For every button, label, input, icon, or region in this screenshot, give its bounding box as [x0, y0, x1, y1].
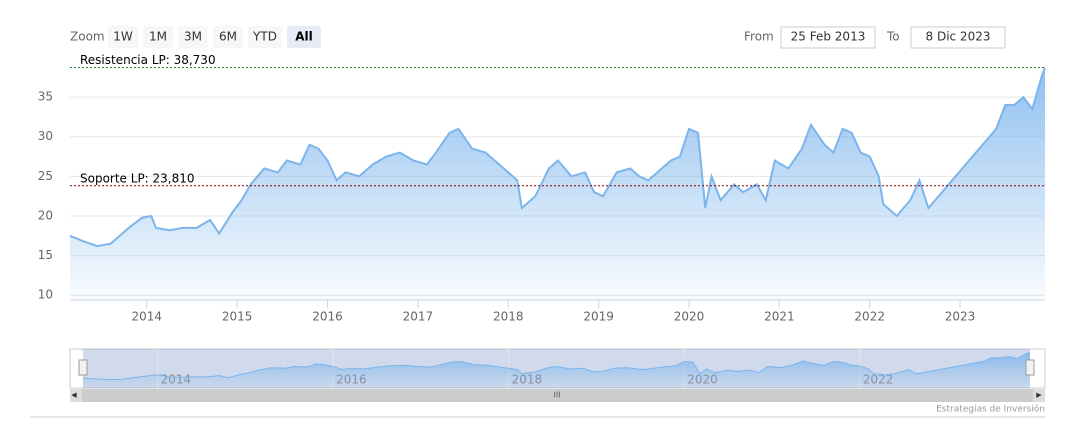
series-area	[70, 67, 1045, 301]
scroll-right[interactable]: ▶	[1036, 391, 1042, 399]
button-bg[interactable]	[108, 26, 138, 48]
button-bg[interactable]	[287, 26, 321, 48]
button-bg[interactable]	[213, 26, 243, 48]
navigator-area	[83, 352, 1030, 388]
range-button[interactable]: 3M	[178, 26, 208, 48]
button-label[interactable]: 1W	[113, 30, 133, 44]
from-value[interactable]: 25 Feb 2013	[791, 30, 866, 44]
x-tick-label: 2015	[222, 310, 253, 324]
x-tick-label: 2018	[493, 310, 524, 324]
y-tick-label: 25	[38, 169, 53, 183]
x-tick-label: 2019	[583, 310, 614, 324]
range-button[interactable]: 1M	[143, 26, 173, 48]
y-tick-label: 20	[38, 208, 53, 222]
range-button[interactable]: 1W	[108, 26, 138, 48]
x-tick-label: 2023	[945, 310, 976, 324]
x-tick-label: 2022	[854, 310, 885, 324]
button-bg[interactable]	[178, 26, 208, 48]
from-label: From	[744, 30, 774, 44]
x-tick-label: 2020	[674, 310, 705, 324]
navigator-line	[82, 351, 1031, 381]
range-button[interactable]: 6M	[213, 26, 243, 48]
y-tick-label: 15	[38, 248, 53, 262]
y-tick-label: 35	[38, 90, 53, 104]
button-bg[interactable]	[143, 26, 173, 48]
range-button[interactable]: All	[287, 26, 321, 48]
to-value[interactable]: 8 Dic 2023	[926, 30, 991, 44]
button-label[interactable]: YTD	[252, 30, 277, 44]
to-input[interactable]	[910, 26, 1006, 49]
x-tick-label: 2016	[312, 310, 343, 324]
button-label[interactable]: All	[295, 30, 313, 44]
series-line	[69, 67, 1046, 248]
x-tick-label: 2021	[764, 310, 795, 324]
button-label[interactable]: 3M	[184, 30, 202, 44]
x-tick-label: 2017	[403, 310, 434, 324]
button-bg[interactable]	[248, 26, 282, 48]
zoom-label: Zoom	[70, 30, 105, 44]
button-label[interactable]: 6M	[219, 30, 237, 44]
credits: Estrategias de Inversión	[936, 404, 1045, 415]
navigator-handle[interactable]	[78, 359, 88, 376]
from-input[interactable]	[780, 26, 876, 49]
scroll-left[interactable]: ◀	[71, 391, 77, 399]
x-tick-label: 2014	[132, 310, 163, 324]
scrollbar-grip: III	[553, 391, 560, 400]
to-label: To	[886, 30, 900, 44]
plot-line-label: Resistencia LP: 38,730	[80, 53, 216, 67]
navigator-handle[interactable]	[1025, 359, 1035, 376]
scrollbar-thumb[interactable]	[82, 389, 1033, 402]
y-tick-label: 30	[38, 129, 53, 143]
button-label[interactable]: 1M	[149, 30, 167, 44]
y-tick-label: 10	[38, 288, 53, 302]
plot-line-label: Soporte LP: 23,810	[80, 171, 195, 185]
range-button[interactable]: YTD	[248, 26, 282, 48]
